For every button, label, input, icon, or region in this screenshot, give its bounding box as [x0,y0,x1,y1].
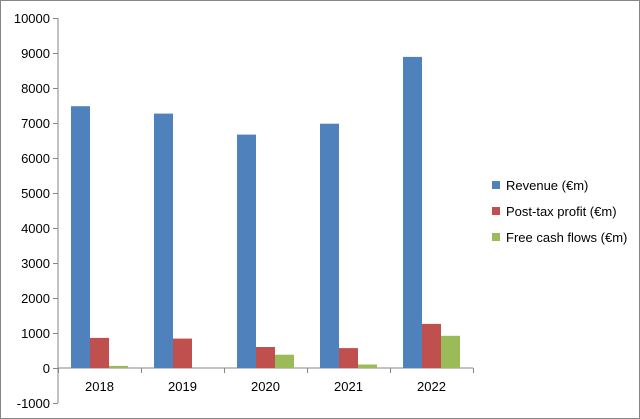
bar-revenue-2019 [154,113,173,368]
legend-swatch [492,233,500,241]
y-axis: -1000 0 1000 2000 3000 4000 5000 6000 7000 8000 90… [14,11,59,411]
legend: Revenue (€m) Post-tax profit (€m) Free cas… [492,178,627,245]
x-tick-label: 2020 [251,379,280,394]
bar-free-cash-flows-2018 [109,365,128,368]
bar-post-tax-profit-2022 [422,323,441,368]
y-tick-label: 2000 [21,291,50,306]
legend-label: Free cash flows (€m) [506,230,627,245]
bar-post-tax-profit-2020 [256,347,275,368]
y-tick-label: 4000 [21,221,50,236]
bars [71,56,460,369]
legend-swatch [492,207,500,215]
bar-post-tax-profit-2018 [90,337,109,368]
y-tick-label: 6000 [21,151,50,166]
legend-label: Post-tax profit (€m) [506,204,617,219]
x-axis: 2018 2019 2020 2021 2022 [58,367,474,394]
y-tick-label: 10000 [14,11,50,26]
y-tick-label: 3000 [21,256,50,271]
x-tick-label: 2021 [334,379,363,394]
bar-revenue-2021 [320,123,339,368]
bar-revenue-2022 [403,56,422,369]
y-tick-label: 7000 [21,116,50,131]
bar-free-cash-flows-2020 [275,354,294,368]
bar-revenue-2018 [71,106,90,368]
bar-free-cash-flows-2022 [441,335,460,368]
legend-label: Revenue (€m) [506,178,588,193]
bar-free-cash-flows-2021 [358,364,377,368]
bar-post-tax-profit-2021 [339,348,358,368]
bar-revenue-2020 [237,134,256,368]
y-tick-label: -1000 [17,396,50,411]
x-tick-label: 2018 [85,379,114,394]
x-tick-label: 2019 [168,379,197,394]
y-tick-label: 8000 [21,81,50,96]
bar-post-tax-profit-2019 [173,338,192,368]
y-tick-label: 5000 [21,186,50,201]
x-tick-label: 2022 [417,379,446,394]
y-tick-label: 0 [43,361,50,376]
legend-swatch [492,181,500,189]
y-tick-label: 1000 [21,326,50,341]
y-tick-label: 9000 [21,46,50,61]
